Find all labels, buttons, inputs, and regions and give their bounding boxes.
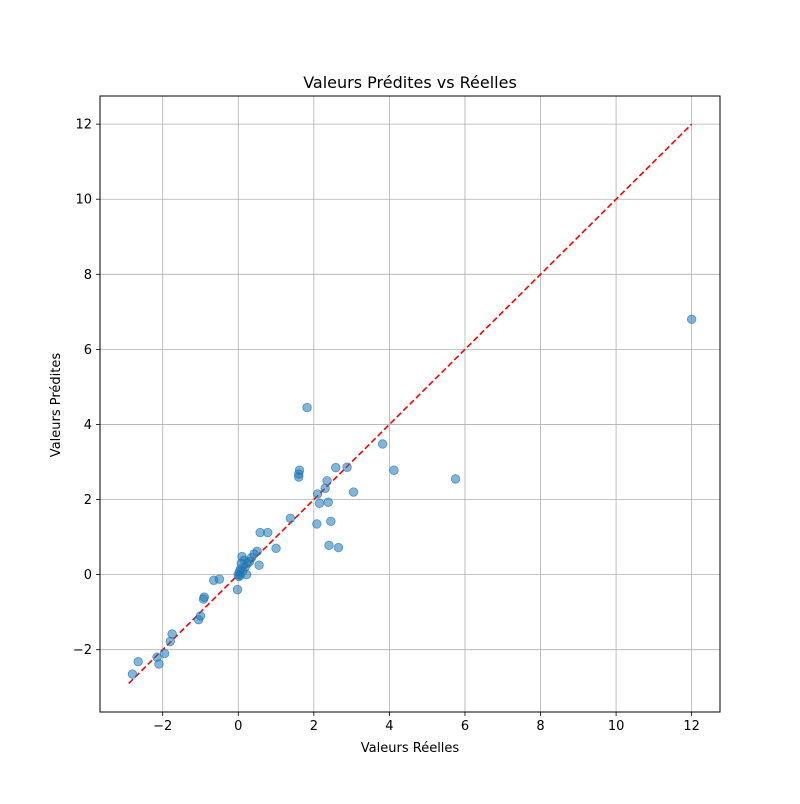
x-axis-label: Valeurs Réelles bbox=[361, 741, 460, 756]
scatter-point bbox=[233, 569, 243, 580]
scatter-point bbox=[232, 584, 243, 595]
scatter-point bbox=[254, 560, 264, 570]
ticks: −2 0 2 4 6 8 10 12 −2 0 2 4 6 8 10 12 bbox=[73, 118, 700, 734]
scatter-point bbox=[285, 513, 296, 524]
reference-line-layer bbox=[128, 123, 693, 685]
scatter-point bbox=[271, 543, 281, 554]
scatter-point bbox=[209, 575, 219, 585]
y-tick-label: −2 bbox=[73, 643, 92, 658]
y-axis-label: Valeurs Prédites bbox=[49, 353, 64, 458]
reference-line bbox=[128, 123, 693, 685]
scatter-point bbox=[152, 652, 162, 662]
y-tick-label: 2 bbox=[84, 493, 92, 508]
x-tick-label: 0 bbox=[234, 719, 242, 734]
scatter-point bbox=[320, 483, 330, 493]
scatter-point bbox=[312, 519, 322, 529]
scatter-point bbox=[326, 516, 336, 527]
x-tick-label: 2 bbox=[310, 719, 318, 734]
scatter-point bbox=[159, 648, 170, 659]
y-tick-label: 12 bbox=[75, 118, 92, 133]
scatter-point bbox=[450, 474, 461, 484]
axes-frame bbox=[99, 95, 721, 713]
scatter-point bbox=[165, 636, 175, 647]
y-tick-label: 4 bbox=[84, 418, 92, 433]
scatter-point bbox=[198, 594, 209, 604]
y-tick-label: 0 bbox=[84, 568, 92, 583]
scatter-point bbox=[133, 656, 143, 667]
scatter-point bbox=[377, 439, 388, 449]
x-tick-label: 10 bbox=[608, 719, 625, 734]
scatter-point bbox=[333, 542, 344, 553]
scatter-point bbox=[302, 402, 312, 413]
scatter-point bbox=[342, 462, 352, 472]
x-tick-label: 8 bbox=[536, 719, 544, 734]
x-tick-label: 12 bbox=[683, 719, 700, 734]
scatter-point bbox=[255, 527, 265, 538]
x-tick-label: 4 bbox=[385, 719, 393, 734]
scatter-point bbox=[348, 487, 359, 497]
points-layer bbox=[127, 314, 697, 679]
scatter-point bbox=[314, 498, 325, 508]
scatter-point bbox=[312, 489, 323, 499]
y-tick-label: 6 bbox=[84, 343, 92, 358]
scatter-point bbox=[331, 462, 341, 473]
scatter-point bbox=[323, 497, 333, 507]
grid bbox=[100, 96, 720, 712]
scatter-point bbox=[686, 314, 697, 325]
scatter-point bbox=[193, 614, 204, 625]
y-tick-label: 8 bbox=[84, 268, 92, 283]
scatter-point bbox=[324, 540, 334, 551]
scatter-point bbox=[294, 472, 304, 482]
x-tick-label: 6 bbox=[461, 719, 469, 734]
scatter-point bbox=[127, 669, 138, 679]
y-tick-label: 10 bbox=[75, 193, 92, 208]
scatter-point bbox=[389, 465, 399, 475]
x-tick-label: −2 bbox=[153, 719, 172, 734]
chart-title: Valeurs Prédites vs Réelles bbox=[303, 73, 517, 92]
